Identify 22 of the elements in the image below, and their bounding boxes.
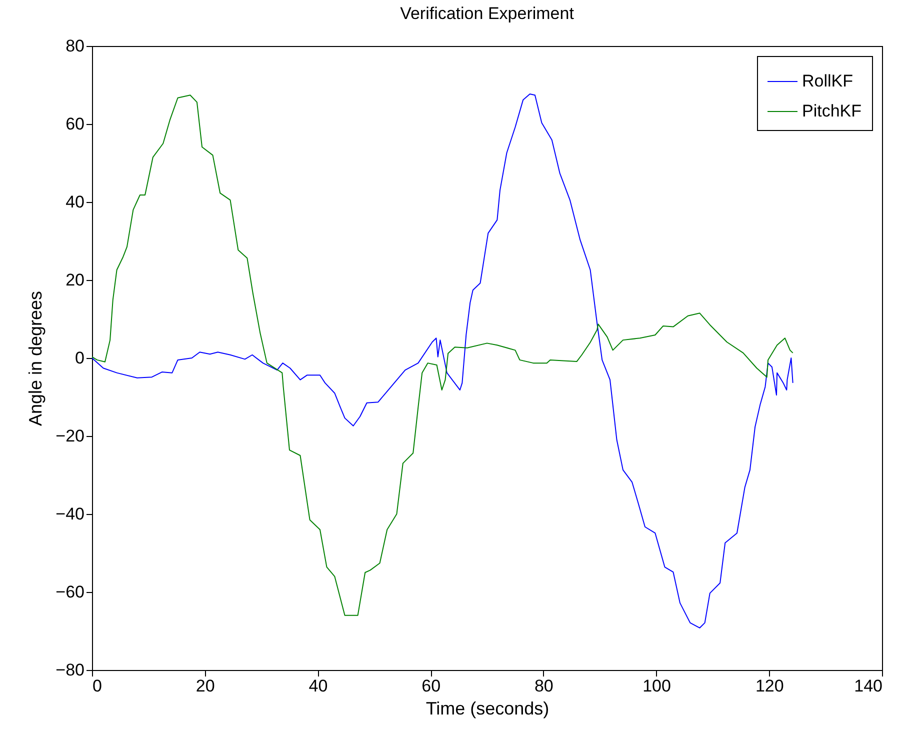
x-tick-label: 140: [854, 676, 882, 696]
x-axis-title: Time (seconds): [426, 698, 550, 718]
x-tick-label: 80: [534, 676, 554, 696]
y-tick-label: 0: [75, 348, 84, 368]
y-axis-title: Angle in degrees: [26, 290, 46, 426]
y-tick-label: 20: [66, 270, 84, 290]
legend-label: PitchKF: [802, 102, 862, 120]
x-tick-label: 120: [755, 676, 784, 696]
y-tick-label: 80: [66, 36, 84, 56]
y-tick-label: −60: [56, 582, 84, 602]
y-tick-label: −20: [56, 426, 84, 446]
y-tick-label: 60: [66, 114, 84, 134]
y-tick-label: −80: [56, 660, 84, 680]
x-tick-label: 20: [196, 676, 215, 696]
x-tick-label: 0: [92, 676, 102, 696]
y-tick-label: −40: [56, 504, 84, 524]
chart-title: Verification Experiment: [400, 4, 574, 23]
x-tick-label: 60: [422, 676, 441, 696]
x-tick-label: 100: [642, 676, 671, 696]
x-tick-label: 40: [308, 676, 328, 696]
y-tick-label: 40: [66, 192, 84, 212]
legend-label: RollKF: [802, 72, 854, 90]
